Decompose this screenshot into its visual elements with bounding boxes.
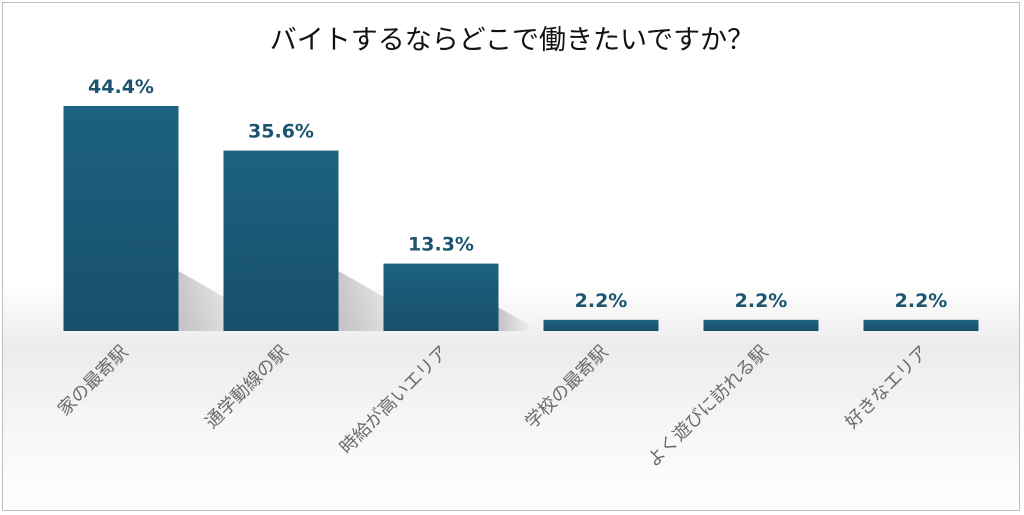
bar	[383, 263, 499, 331]
bars	[63, 106, 979, 331]
category-label: 家の最寄駅	[54, 342, 132, 420]
value-label: 44.4%	[88, 76, 154, 98]
bar	[863, 319, 979, 331]
bar	[543, 319, 659, 331]
category-label: 時給が高いエリア	[336, 342, 453, 459]
value-label: 2.2%	[735, 290, 788, 312]
value-label: 35.6%	[248, 121, 314, 143]
value-label: 2.2%	[895, 290, 948, 312]
category-label: 好きなエリア	[841, 342, 932, 433]
category-label: 学校の最寄駅	[521, 342, 612, 433]
bar-chart: バイトするならどこで働きたいですか？ 44.4% 35.6% 13.3% 2.2% 2.…	[54, 25, 979, 471]
value-label: 13.3%	[408, 234, 474, 256]
chart-title: バイトするならどこで働きたいですか？	[270, 25, 754, 56]
bar	[223, 150, 339, 331]
bar	[63, 106, 179, 331]
category-label: 通学動線の駅	[201, 342, 292, 433]
value-labels: 44.4% 35.6% 13.3% 2.2% 2.2% 2.2%	[88, 76, 947, 312]
value-label: 2.2%	[575, 290, 628, 312]
bar-shadow	[498, 307, 532, 331]
category-label: よく遊びに訪れる駅	[643, 342, 772, 471]
category-labels: 家の最寄駅 通学動線の駅 時給が高いエリア 学校の最寄駅 よく遊びに訪れる駅 好きなエリア	[54, 342, 932, 471]
bar	[703, 319, 819, 331]
